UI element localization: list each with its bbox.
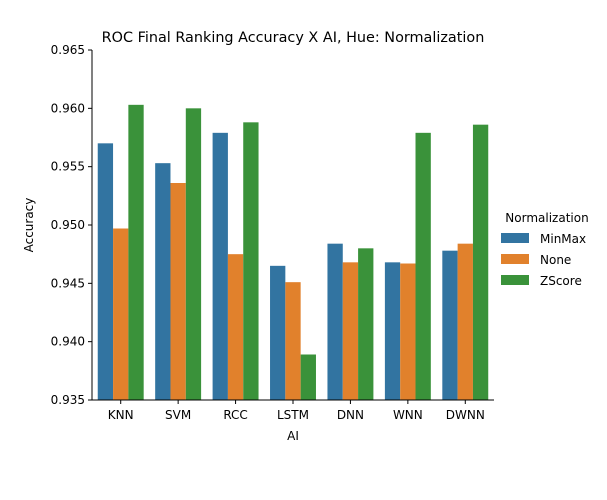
bar-dwnn-minmax (442, 250, 458, 400)
legend-swatch-minmax (501, 233, 529, 243)
legend-swatch-none (501, 254, 529, 264)
legend: Normalization MinMax None ZScore (501, 211, 589, 288)
legend-label-none: None (540, 253, 571, 267)
bar-wnn-zscore (415, 132, 431, 400)
y-tick-label: 0.950 (51, 218, 85, 232)
x-axis-title: AI (287, 429, 299, 443)
x-axis: KNN SVM RCC LSTM DNN WNN DWNN (92, 399, 494, 422)
bar-dnn-minmax (327, 243, 343, 400)
bar-knn-none (113, 228, 129, 400)
y-tick-label: 0.965 (51, 43, 85, 57)
x-tick-label: LSTM (277, 408, 309, 422)
bar-lstm-none (285, 282, 301, 400)
bar-rcc-minmax (212, 132, 228, 400)
y-tick-label: 0.940 (51, 335, 85, 349)
legend-swatch-zscore (501, 275, 529, 285)
bar-rcc-zscore (243, 122, 259, 400)
x-tick-label: SVM (165, 408, 191, 422)
bar-knn-zscore (128, 104, 144, 400)
x-tick-label: KNN (108, 408, 134, 422)
y-axis-title: Accuracy (22, 198, 36, 253)
bar-lstm-zscore (300, 354, 316, 400)
bar-wnn-none (400, 263, 416, 400)
legend-label-minmax: MinMax (540, 232, 586, 246)
bar-svm-zscore (185, 108, 202, 400)
bar-dnn-none (342, 262, 359, 400)
legend-label-zscore: ZScore (540, 274, 582, 288)
bar-dwnn-zscore (472, 124, 489, 401)
x-tick-label: DWNN (446, 408, 485, 422)
y-tick-label: 0.935 (51, 393, 85, 407)
chart-title: ROC Final Ranking Accuracy X AI, Hue: No… (102, 30, 485, 46)
y-tick-label: 0.955 (51, 160, 85, 174)
bars-group (97, 104, 489, 401)
bar-lstm-minmax (270, 265, 286, 400)
x-tick-label: RCC (223, 408, 248, 422)
bar-svm-minmax (155, 163, 171, 400)
bar-dwnn-none (457, 243, 473, 400)
y-tick-label: 0.945 (51, 276, 85, 290)
legend-title: Normalization (505, 211, 588, 225)
bar-svm-none (170, 183, 186, 400)
y-axis: 0.935 0.940 0.945 0.950 0.955 0.960 0.965 (51, 43, 93, 407)
x-tick-label: WNN (393, 408, 423, 422)
bar-rcc-none (227, 254, 244, 400)
x-tick-label: DNN (337, 408, 364, 422)
bar-wnn-minmax (384, 262, 401, 400)
bar-dnn-zscore (358, 248, 374, 400)
y-tick-label: 0.960 (51, 101, 85, 115)
bar-knn-minmax (97, 143, 114, 400)
